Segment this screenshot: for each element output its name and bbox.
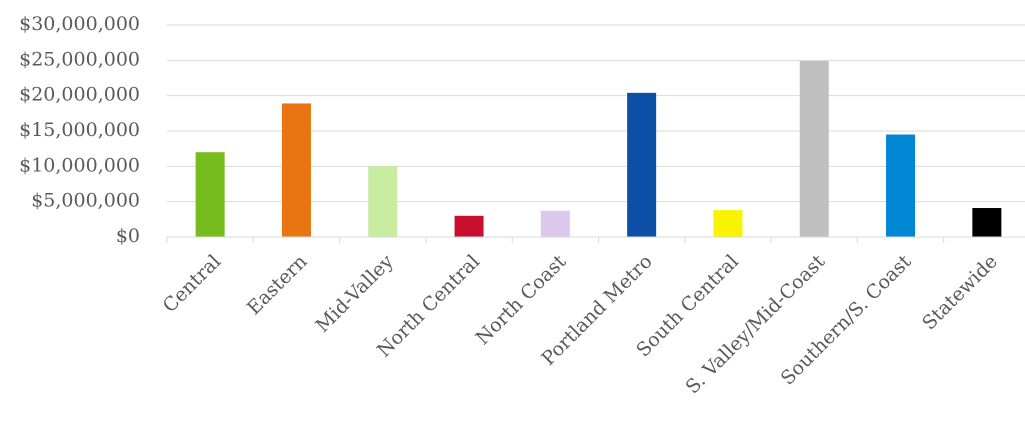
- x-tick-label: S. Valley/Mid-Coast: [681, 250, 829, 398]
- y-tick-label: $15,000,000: [19, 119, 140, 141]
- x-tick-label: Eastern: [243, 251, 312, 320]
- y-axis-tick-labels: $0 $5,000,000 $10,000,000 $15,000,000 $20,00…: [19, 13, 140, 247]
- bar: [368, 166, 398, 237]
- y-tick-label: $30,000,000: [19, 13, 140, 35]
- bar: [627, 92, 657, 237]
- y-tick-label: $20,000,000: [19, 84, 140, 106]
- y-tick-label: $25,000,000: [19, 48, 140, 70]
- bar: [195, 152, 225, 237]
- bar: [799, 61, 829, 237]
- bar: [972, 208, 1002, 237]
- bar: [454, 215, 484, 237]
- y-tick-label: $0: [116, 225, 140, 247]
- bar: [540, 210, 570, 237]
- y-tick-label: $10,000,000: [19, 154, 140, 176]
- y-tick-label: $5,000,000: [31, 190, 140, 212]
- bar: [281, 103, 311, 237]
- x-tick-label: Central: [159, 251, 226, 318]
- bar: [713, 210, 743, 237]
- x-axis-tick-marks: [166, 237, 945, 243]
- x-tick-label: Statewide: [918, 251, 1002, 335]
- bar: [886, 134, 916, 237]
- x-tick-label: Mid-Valley: [311, 250, 398, 337]
- bars: [195, 61, 1002, 237]
